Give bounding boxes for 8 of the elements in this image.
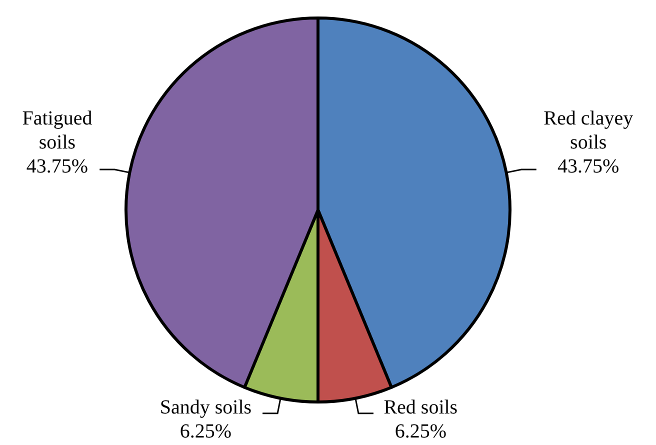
slice-label: Red soils [384, 396, 458, 418]
data-label: 43.75% [26, 156, 88, 178]
data-label: 6.25% [394, 420, 446, 442]
data-label: 43.75% [558, 156, 620, 178]
data-label: 6.25% [180, 420, 232, 442]
slice-label: Red clayey soils [544, 108, 634, 154]
slice-label: Fatigued soils [22, 108, 92, 154]
slice-label: Sandy soils [160, 396, 252, 418]
